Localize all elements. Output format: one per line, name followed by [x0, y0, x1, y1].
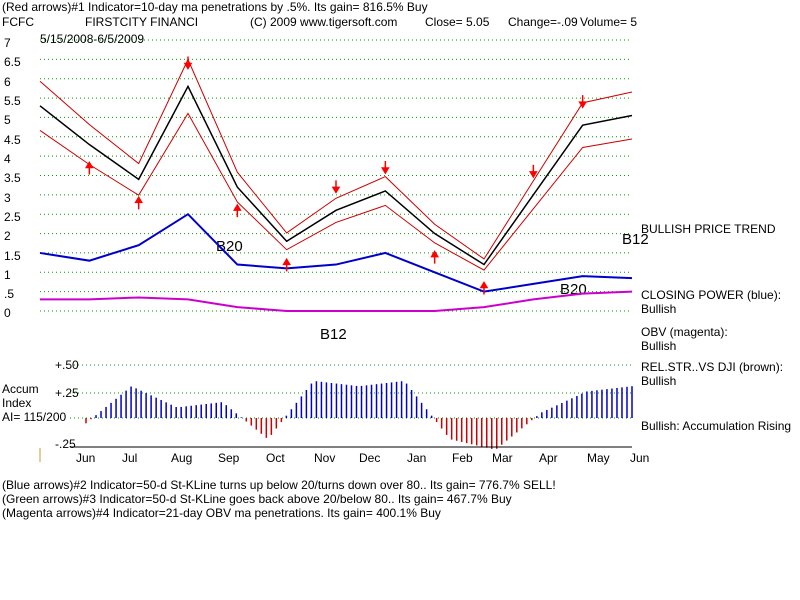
sell-arrow: [529, 164, 538, 179]
volume-value: Volume= 5: [580, 15, 638, 29]
accum-ai-value: AI= 115/200: [2, 410, 67, 424]
month-label: Sep: [218, 451, 240, 465]
accum-status: Bullish: Accumulation Rising: [641, 419, 792, 433]
copyright: (C) 2009 www.tigersoft.com: [250, 15, 398, 29]
price-tick-label: 6.5: [4, 55, 21, 69]
sell-arrow: [331, 180, 341, 194]
month-label: Mar: [492, 451, 513, 465]
buy-arrow: [282, 257, 291, 272]
accum-title-2: Index: [2, 396, 32, 410]
price-tick-label: 6: [4, 75, 11, 89]
close-value: Close= 5.05: [425, 15, 490, 29]
series-lines: [39, 58, 633, 312]
price-tick-label: 3.5: [4, 171, 21, 185]
obv-label: OBV (magenta):: [641, 325, 728, 339]
sell-arrow: [183, 56, 193, 70]
b12-annotation-right: B12: [622, 231, 649, 248]
price-tick-label: 7: [4, 36, 11, 50]
buy-arrow: [134, 195, 143, 210]
price-tick-label: .5: [4, 287, 15, 301]
month-label: Dec: [359, 451, 381, 465]
closing-power-label: CLOSING POWER (blue):: [641, 288, 782, 302]
price-tick-label: 2: [4, 229, 11, 243]
month-label: Oct: [266, 451, 285, 465]
relstr-label: REL.STR..VS DJI (brown):: [641, 360, 784, 374]
indicator-line-1: (Red arrows)#1 Indicator=10-day ma penet…: [2, 0, 428, 14]
accum-tick-label: +.25: [55, 386, 79, 400]
accumulation-histogram: [85, 381, 633, 449]
price-tick-label: 5.5: [4, 94, 21, 108]
sell-arrow: [381, 160, 390, 175]
month-label: Jul: [122, 451, 138, 465]
price-tick-label: 0: [4, 306, 11, 320]
buy-arrow: [233, 203, 242, 218]
accum-tick-label: -.25: [55, 437, 76, 451]
month-label: Jun: [630, 451, 650, 465]
company-name: FIRSTCITY FINANCI: [85, 15, 199, 29]
price-tick-label: 4: [4, 152, 11, 166]
closing-power-line: [39, 212, 633, 293]
month-label: Jun: [76, 451, 96, 465]
price-tick-label: 1.5: [4, 249, 21, 263]
indicator-line-4: (Magenta arrows)#4 Indicator=21-day OBV …: [2, 506, 441, 520]
b20-annotation-right: B20: [560, 281, 587, 298]
b20-annotation: B20: [216, 238, 243, 255]
signal-arrows: [85, 56, 587, 295]
closing-power-status: Bullish: [641, 302, 677, 316]
accum-tick-label: +.50: [55, 358, 79, 372]
gridlines: [40, 39, 632, 419]
month-label: Jan: [407, 451, 427, 465]
price-tick-label: 3: [4, 191, 11, 205]
buy-arrow: [85, 161, 94, 175]
indicator-line-3: (Green arrows)#3 Indicator=50-d St-KLine…: [2, 492, 512, 506]
change-value: Change=-.09: [508, 15, 578, 29]
relstr-status: Bullish: [641, 374, 677, 388]
accum-title: Accum: [2, 382, 39, 396]
b12-annotation: B12: [320, 326, 347, 343]
obv-status: Bullish: [641, 339, 677, 353]
month-label: Feb: [452, 451, 473, 465]
price-tick-label: 2.5: [4, 210, 21, 224]
bullish-trend-label: BULLISH PRICE TREND: [641, 222, 776, 236]
symbol: FCFC: [2, 15, 34, 29]
sell-arrow: [578, 95, 587, 109]
price-tick-label: 4.5: [4, 133, 21, 147]
indicator-line-2: (Blue arrows)#2 Indicator=50-d St-KLine …: [2, 478, 556, 492]
month-label: Apr: [539, 451, 558, 465]
buy-arrow: [479, 281, 489, 295]
price-line: [39, 84, 633, 266]
price-tick-label: 5: [4, 113, 11, 127]
month-label: May: [587, 451, 610, 465]
buy-arrow: [430, 250, 439, 264]
date-range: 5/15/2008-6/5/2009: [40, 32, 145, 46]
month-label: Aug: [171, 451, 193, 465]
price-tick-label: 1: [4, 268, 11, 282]
obv-line: [40, 290, 633, 312]
upper-band-line: [39, 58, 633, 260]
month-label: Nov: [314, 451, 336, 465]
lower-band-line: [39, 112, 633, 271]
